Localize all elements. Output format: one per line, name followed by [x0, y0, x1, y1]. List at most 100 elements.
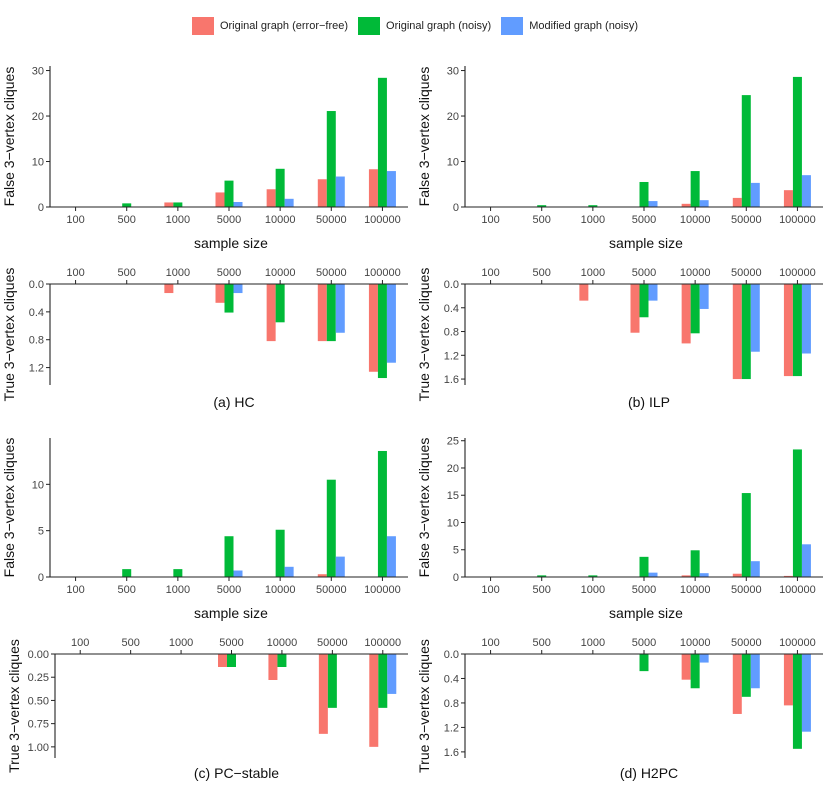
bar-top-right-50000-s0 — [732, 197, 742, 207]
x-tick-label-top-left-2: 1000 — [166, 214, 190, 226]
x-tick-label-row3-right-4: 10000 — [680, 584, 711, 596]
bar-row4-left-10000-s1 — [277, 654, 287, 667]
x-tick-label-row3-left-1: 500 — [118, 584, 136, 596]
bar-top-left-5000-s1 — [224, 180, 234, 207]
bar-row2-left-50000-s1 — [326, 284, 336, 342]
x-tick-label-row4-right-1: 500 — [533, 637, 551, 649]
bar-row3-left-10000-s2 — [284, 566, 294, 577]
x-tick-label-top-right-3: 5000 — [632, 214, 656, 226]
y-axis-title-top-right: False 3−vertex cliques — [416, 67, 432, 207]
bar-row2-left-5000-s1 — [224, 284, 234, 313]
bar-row4-right-50000-s2 — [750, 654, 760, 689]
y-tick-label-row3-right-0: 0 — [453, 572, 459, 584]
panel-top-right: 0 10 20 30 100 500 1000 5000 10000 50000 100000 Fal… — [416, 66, 823, 251]
bar-row4-left-10000-s0 — [268, 654, 278, 680]
bar-row2-right-1000-s0 — [579, 284, 589, 301]
legend-swatch-modified-noisy — [501, 17, 524, 35]
panel-top-left: 0 10 20 30 100 500 1000 5000 10000 50000 100000 Fal… — [1, 66, 408, 251]
x-tick-label-top-left-4: 10000 — [265, 214, 296, 226]
bar-top-right-100000-s2 — [801, 175, 811, 207]
x-tick-label-row4-right-4: 10000 — [680, 637, 711, 649]
bar-top-left-1000-s0 — [164, 202, 174, 207]
x-tick-label-row2-left-6: 100000 — [364, 267, 401, 279]
bar-top-left-50000-s2 — [335, 176, 345, 207]
y-tick-label-row2-right-0: 0.0 — [444, 279, 459, 291]
x-tick-label-top-left-3: 5000 — [217, 214, 241, 226]
y-tick-label-row3-left-2: 10 — [32, 479, 44, 491]
bar-row3-left-50000-s0 — [317, 574, 327, 577]
x-tick-label-row3-left-5: 50000 — [316, 584, 347, 596]
bar-row4-right-10000-s2 — [699, 654, 709, 663]
bar-row2-left-1000-s0 — [164, 284, 174, 294]
y-axis-title-row3-left: False 3−vertex cliques — [1, 438, 17, 578]
y-tick-label-row4-left-4: 1.00 — [28, 742, 49, 754]
x-tick-label-row2-left-2: 1000 — [166, 267, 190, 279]
bar-top-left-10000-s0 — [266, 189, 276, 207]
bar-row4-right-10000-s0 — [681, 654, 691, 680]
bar-top-right-10000-s1 — [690, 171, 700, 207]
y-tick-label-top-right-0: 0 — [453, 202, 459, 214]
x-tick-label-row3-right-6: 100000 — [779, 584, 816, 596]
bar-row2-right-10000-s2 — [699, 284, 709, 309]
y-tick-label-row4-left-0: 0.00 — [28, 649, 49, 661]
y-axis-title-row3-right: False 3−vertex cliques — [416, 438, 432, 578]
panel-row4-left: 0.00 0.25 0.50 0.75 1.00 100 500 1000 5000 10000 5… — [6, 637, 408, 781]
bar-row3-right-50000-s0 — [732, 573, 742, 577]
x-tick-label-row4-right-0: 100 — [481, 637, 499, 649]
bar-top-right-10000-s2 — [699, 200, 709, 207]
y-tick-label-row4-right-3: 1.2 — [444, 722, 459, 734]
legend-item-original-noisy: Original graph (noisy) — [358, 17, 491, 35]
bar-row4-left-100000-s1 — [378, 654, 388, 708]
y-tick-label-row2-left-2: 0.8 — [29, 335, 44, 347]
x-tick-label-row2-left-5: 50000 — [316, 267, 347, 279]
bar-row2-left-5000-s2 — [233, 284, 243, 294]
y-tick-label-row4-right-2: 0.8 — [444, 698, 459, 710]
x-tick-label-row2-right-4: 10000 — [680, 267, 711, 279]
x-axis-title-top-left: sample size — [194, 235, 268, 251]
bar-top-right-5000-s1 — [639, 181, 649, 207]
y-tick-label-row3-right-2: 10 — [447, 517, 459, 529]
bar-row3-right-50000-s1 — [741, 493, 751, 577]
x-axis-title-row3-right: sample size — [609, 605, 683, 621]
y-tick-label-row2-left-0: 0.0 — [29, 279, 44, 291]
legend-label-original-noisy: Original graph (noisy) — [386, 20, 492, 32]
x-tick-label-row2-right-1: 500 — [533, 267, 551, 279]
bar-row4-left-5000-s1 — [227, 654, 236, 667]
x-tick-label-row2-left-3: 5000 — [217, 267, 241, 279]
x-tick-label-row4-left-2: 1000 — [169, 637, 193, 649]
bar-row2-left-50000-s2 — [335, 284, 345, 333]
x-tick-label-top-right-1: 500 — [533, 214, 551, 226]
bar-row3-left-100000-s1 — [377, 450, 387, 577]
bar-top-right-100000-s0 — [783, 190, 793, 207]
bar-row4-left-50000-s0 — [318, 654, 328, 734]
bar-row4-left-100000-s0 — [369, 654, 379, 747]
bar-top-right-500-s1 — [537, 205, 547, 207]
x-tick-label-row3-left-0: 100 — [66, 584, 84, 596]
x-tick-label-top-left-5: 50000 — [316, 214, 347, 226]
x-tick-label-row2-left-1: 500 — [118, 267, 136, 279]
x-tick-label-row2-right-3: 5000 — [632, 267, 656, 279]
bar-row2-right-50000-s2 — [750, 284, 760, 352]
bar-row2-left-100000-s2 — [386, 284, 396, 363]
y-tick-label-row2-right-4: 1.6 — [444, 374, 459, 386]
x-tick-label-row4-right-5: 50000 — [731, 637, 762, 649]
bar-row3-right-5000-s2 — [648, 572, 658, 577]
x-tick-label-row4-right-6: 100000 — [779, 637, 816, 649]
bar-row3-left-500-s1 — [122, 569, 132, 577]
y-tick-label-row3-left-0: 0 — [38, 572, 44, 584]
bar-row3-right-100000-s2 — [801, 544, 811, 577]
y-tick-label-row2-left-1: 0.4 — [29, 307, 44, 319]
bar-row3-right-100000-s1 — [792, 449, 802, 577]
x-tick-label-row2-right-2: 1000 — [581, 267, 605, 279]
x-tick-label-row3-left-2: 1000 — [166, 584, 190, 596]
bar-top-left-5000-s2 — [233, 201, 243, 207]
bar-row2-right-10000-s0 — [681, 284, 691, 344]
bar-row3-right-10000-s0 — [681, 575, 691, 577]
x-tick-label-row3-left-4: 10000 — [265, 584, 296, 596]
legend-swatch-original-noisy — [358, 17, 381, 35]
bar-row4-right-10000-s1 — [690, 654, 700, 689]
x-tick-label-row3-left-6: 100000 — [364, 584, 401, 596]
y-tick-label-row2-left-3: 1.2 — [29, 363, 44, 375]
y-axis-title-row2-left: True 3−vertex cliques — [1, 268, 17, 402]
y-tick-label-row3-right-3: 15 — [447, 490, 459, 502]
